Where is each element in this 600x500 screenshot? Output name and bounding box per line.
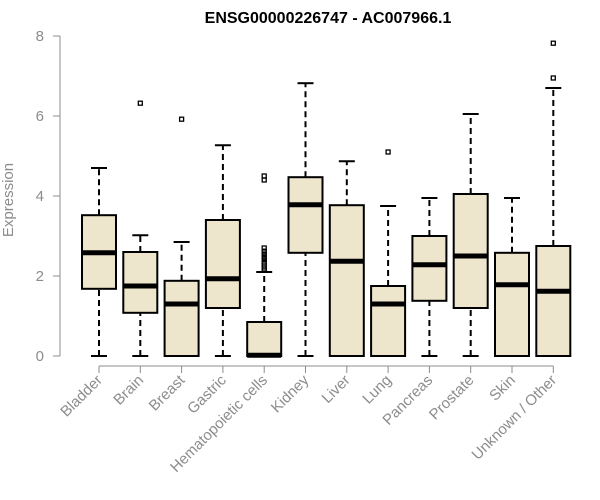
y-tick-label: 2 <box>36 268 44 285</box>
outlier-point <box>261 254 267 260</box>
outlier-point <box>137 100 143 106</box>
iqr-box <box>411 235 448 302</box>
iqr-box <box>370 285 407 357</box>
x-tick-label-kidney: Kidney <box>268 371 313 416</box>
outlier-point <box>261 245 267 251</box>
y-tick-label: 0 <box>36 348 44 365</box>
x-tick-label-lung: Lung <box>359 372 395 408</box>
outlier-point <box>550 40 556 46</box>
outlier-point <box>550 75 556 81</box>
box-unknown-other <box>535 40 572 357</box>
x-tick-label-prostate: Prostate <box>426 372 478 424</box>
x-tick-label-breast: Breast <box>146 371 189 414</box>
box-liver <box>328 160 365 357</box>
box-bladder <box>81 167 117 357</box>
box-breast <box>163 116 200 357</box>
iqr-box <box>122 251 159 314</box>
outlier-point <box>385 149 391 155</box>
y-tick-label: 6 <box>36 108 44 125</box>
iqr-box <box>328 204 365 357</box>
box-hematopoietic-cells <box>246 173 283 358</box>
iqr-box <box>204 219 241 309</box>
iqr-box <box>535 245 572 357</box>
box-pancreas <box>411 197 448 357</box>
box-prostate <box>452 113 489 357</box>
box-skin <box>494 197 530 357</box>
iqr-box <box>287 176 324 254</box>
iqr-box <box>163 279 200 357</box>
outlier-point <box>261 248 267 254</box>
x-tick-label-liver: Liver <box>319 372 354 407</box>
outlier-point <box>261 173 267 179</box>
outlier-point <box>178 116 185 122</box>
x-tick-label-brain: Brain <box>110 372 147 409</box>
x-tick-label-bladder: Bladder <box>57 372 106 421</box>
iqr-box <box>452 193 489 309</box>
y-tick-label: 4 <box>36 188 44 205</box>
x-tick-label-skin: Skin <box>486 372 519 405</box>
chart-title: ENSG00000226747 - AC007966.1 <box>205 10 452 27</box>
box-lung <box>370 149 407 357</box>
outlier-point <box>261 251 267 257</box>
box-gastric <box>204 144 241 357</box>
box-brain <box>122 100 159 357</box>
y-axis-label: Expression <box>0 163 17 237</box>
iqr-box <box>494 251 530 357</box>
iqr-box <box>246 321 283 357</box>
box-kidney <box>287 82 324 357</box>
y-axis: 0 2 4 6 8 <box>36 28 61 365</box>
y-tick-label: 8 <box>36 28 44 45</box>
outlier-point <box>261 259 267 265</box>
boxes-group <box>81 40 572 358</box>
